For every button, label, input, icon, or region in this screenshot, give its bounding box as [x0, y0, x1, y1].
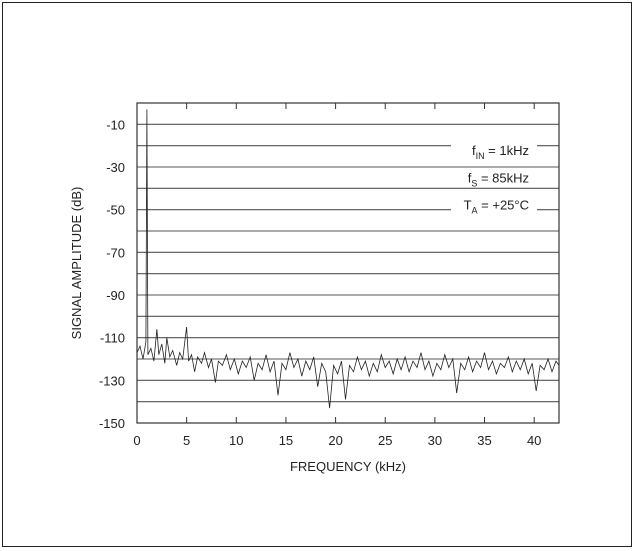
annotation-line: fIN = 1kHz: [472, 143, 529, 161]
annotation-line: fS = 85kHz: [468, 170, 529, 188]
y-tick-label: -90: [106, 288, 125, 303]
y-axis-title: SIGNAL AMPLITUDE (dB): [69, 187, 84, 340]
y-tick-label: -50: [106, 203, 125, 218]
y-tick-label: -30: [106, 160, 125, 175]
annotation-bg: [451, 142, 537, 158]
y-tick-label: -150: [99, 416, 125, 431]
conditions-annotation: fIN = 1kHz fS = 85kHz TA = +25°C: [451, 142, 537, 216]
x-tick-label: 40: [527, 433, 541, 448]
spectrum-trace: [136, 109, 560, 409]
x-tick-label: 30: [428, 433, 442, 448]
x-axis-title: FREQUENCY (kHz): [290, 459, 406, 474]
x-tick-label: 5: [183, 433, 190, 448]
plot-area: [136, 102, 560, 424]
y-tick-label: -10: [106, 117, 125, 132]
y-tick-label: -110: [100, 331, 125, 346]
axis-ticks: [136, 103, 535, 423]
x-tick-label: 0: [133, 433, 140, 448]
y-tick-labels: -10 -30 -50 -70 -90 -110 -130 -150: [99, 117, 125, 431]
annotation-bg: [451, 196, 537, 213]
spectrum-chart: 0 5 10 15 20 25 30 35 40 -10 -30 -50 -70 -90 -110 -130…: [69, 102, 560, 474]
x-tick-label: 20: [328, 433, 342, 448]
annotation-line: TA = +25°C: [464, 198, 529, 216]
grid-lines: [137, 123, 559, 403]
y-tick-label: -70: [106, 245, 125, 260]
x-tick-label: 10: [229, 433, 243, 448]
figure-frame: 0 5 10 15 20 25 30 35 40 -10 -30 -50 -70 -90 -110 -130…: [2, 2, 632, 547]
x-tick-labels: 0 5 10 15 20 25 30 35 40: [133, 433, 541, 448]
y-tick-label: -130: [99, 373, 125, 388]
annotation-bg: [451, 169, 537, 186]
x-tick-label: 15: [279, 433, 293, 448]
x-tick-label: 35: [477, 433, 491, 448]
x-tick-label: 25: [378, 433, 392, 448]
